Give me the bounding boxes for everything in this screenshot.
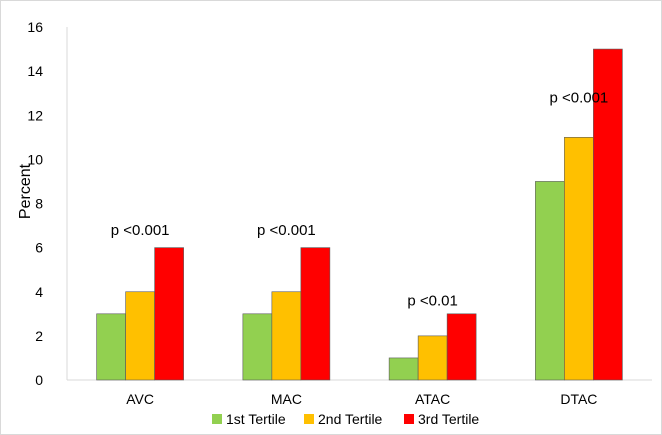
legend-label: 2nd Tertile: [318, 411, 383, 427]
category-label: MAC: [271, 391, 302, 407]
legend-label: 3rd Tertile: [418, 411, 479, 427]
y-tick-label: 12: [27, 107, 43, 123]
legend-label: 1st Tertile: [226, 411, 286, 427]
p-value-annotation: p <0.01: [407, 293, 457, 310]
y-tick-label: 2: [35, 328, 43, 344]
p-value-annotation: p <0.001: [549, 90, 608, 107]
category-labels: AVC MAC ATAC DTAC: [126, 391, 597, 407]
bar-mac-series-1: [242, 313, 273, 381]
y-tick-label: 6: [35, 240, 43, 256]
y-tick-label: 14: [27, 63, 43, 79]
bar-atac-series-1: [388, 357, 419, 381]
legend-swatch-series-2: [304, 414, 314, 424]
category-label: AVC: [126, 391, 154, 407]
y-tick-label: 16: [27, 19, 43, 35]
legend-swatch-series-1: [212, 414, 222, 424]
p-value-annotation: p <0.001: [111, 222, 170, 239]
bars: [96, 48, 623, 381]
bar-mac-series-3: [300, 247, 331, 381]
bar-mac-series-2: [271, 291, 302, 381]
legend: 1st Tertile 2nd Tertile 3rd Tertile: [212, 411, 479, 427]
bar-atac-series-3: [446, 313, 477, 381]
legend-swatch-series-3: [404, 414, 414, 424]
category-label: ATAC: [415, 391, 450, 407]
bar-avc-series-2: [125, 291, 155, 381]
p-value-annotation: p <0.001: [257, 222, 316, 239]
bar-avc-series-3: [154, 247, 184, 381]
bar-dtac-series-2: [564, 137, 594, 381]
category-label: DTAC: [560, 391, 597, 407]
bar-atac-series-2: [417, 335, 448, 381]
y-tick-label: 10: [27, 151, 43, 167]
bar-dtac-series-1: [535, 181, 565, 381]
y-tick-label: 4: [35, 284, 43, 300]
bar-dtac-series-3: [593, 48, 623, 381]
y-tick-label: 8: [35, 196, 43, 212]
y-axis-title: Percent: [17, 163, 34, 219]
annotations: p <0.001 p <0.001 p <0.01 p <0.001: [111, 90, 609, 310]
bar-avc-series-1: [96, 313, 126, 381]
y-axis-ticks: 0 2 4 6 8 10 12 14 16: [27, 19, 43, 388]
y-tick-label: 0: [35, 372, 43, 388]
